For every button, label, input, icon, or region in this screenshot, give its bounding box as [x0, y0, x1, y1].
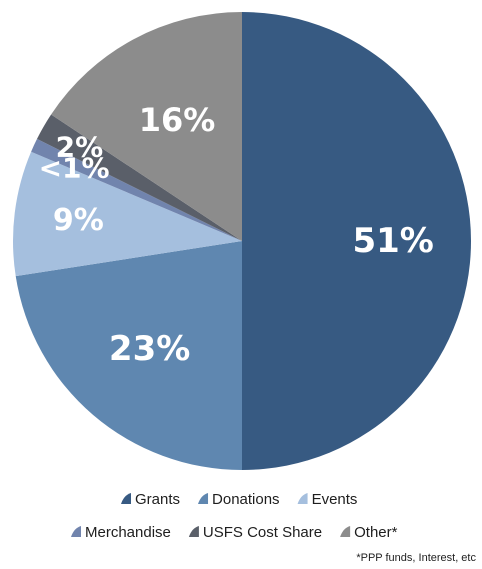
pie-slice-labels: 51% 23% 9% <1%2% 16% — [39, 101, 434, 369]
slice-label-grants: 51% — [352, 221, 433, 261]
slice-label-other: 16% — [139, 101, 216, 139]
legend-label-events: Events — [312, 491, 358, 508]
slice-label-donations: 23% — [109, 329, 190, 369]
slice-donations — [15, 241, 242, 470]
legend-marker-donations — [198, 493, 209, 504]
legend-label-merchandise: Merchandise — [85, 524, 171, 541]
slice-label-merchandise: <1% — [39, 151, 110, 184]
legend-marker-merchandise — [71, 526, 81, 537]
legend-label-grants: Grants — [135, 491, 180, 508]
slice-label-usfs-cost-share: 2% — [56, 131, 104, 164]
pie-slices — [12, 12, 471, 470]
slice-usfs-cost-share — [37, 114, 243, 241]
legend-marker-other — [340, 526, 351, 537]
slice-events — [12, 151, 242, 277]
legend-label-donations: Donations — [212, 491, 280, 508]
slice-label-events: 9% — [53, 203, 104, 238]
slice-grants — [242, 12, 471, 470]
footnote: *PPP funds, Interest, etc — [356, 552, 476, 564]
legend-marker-events — [297, 493, 308, 504]
slice-merchandise — [31, 138, 242, 241]
legend: Grants Donations Events Merchandise USFS Cos… — [71, 491, 398, 541]
legend-label-other: Other* — [354, 524, 398, 541]
slice-other — [51, 12, 242, 241]
legend-marker-usfs-cost-share — [188, 526, 199, 537]
legend-label-usfs-cost-share: USFS Cost Share — [203, 524, 322, 541]
legend-marker-grants — [121, 493, 131, 504]
